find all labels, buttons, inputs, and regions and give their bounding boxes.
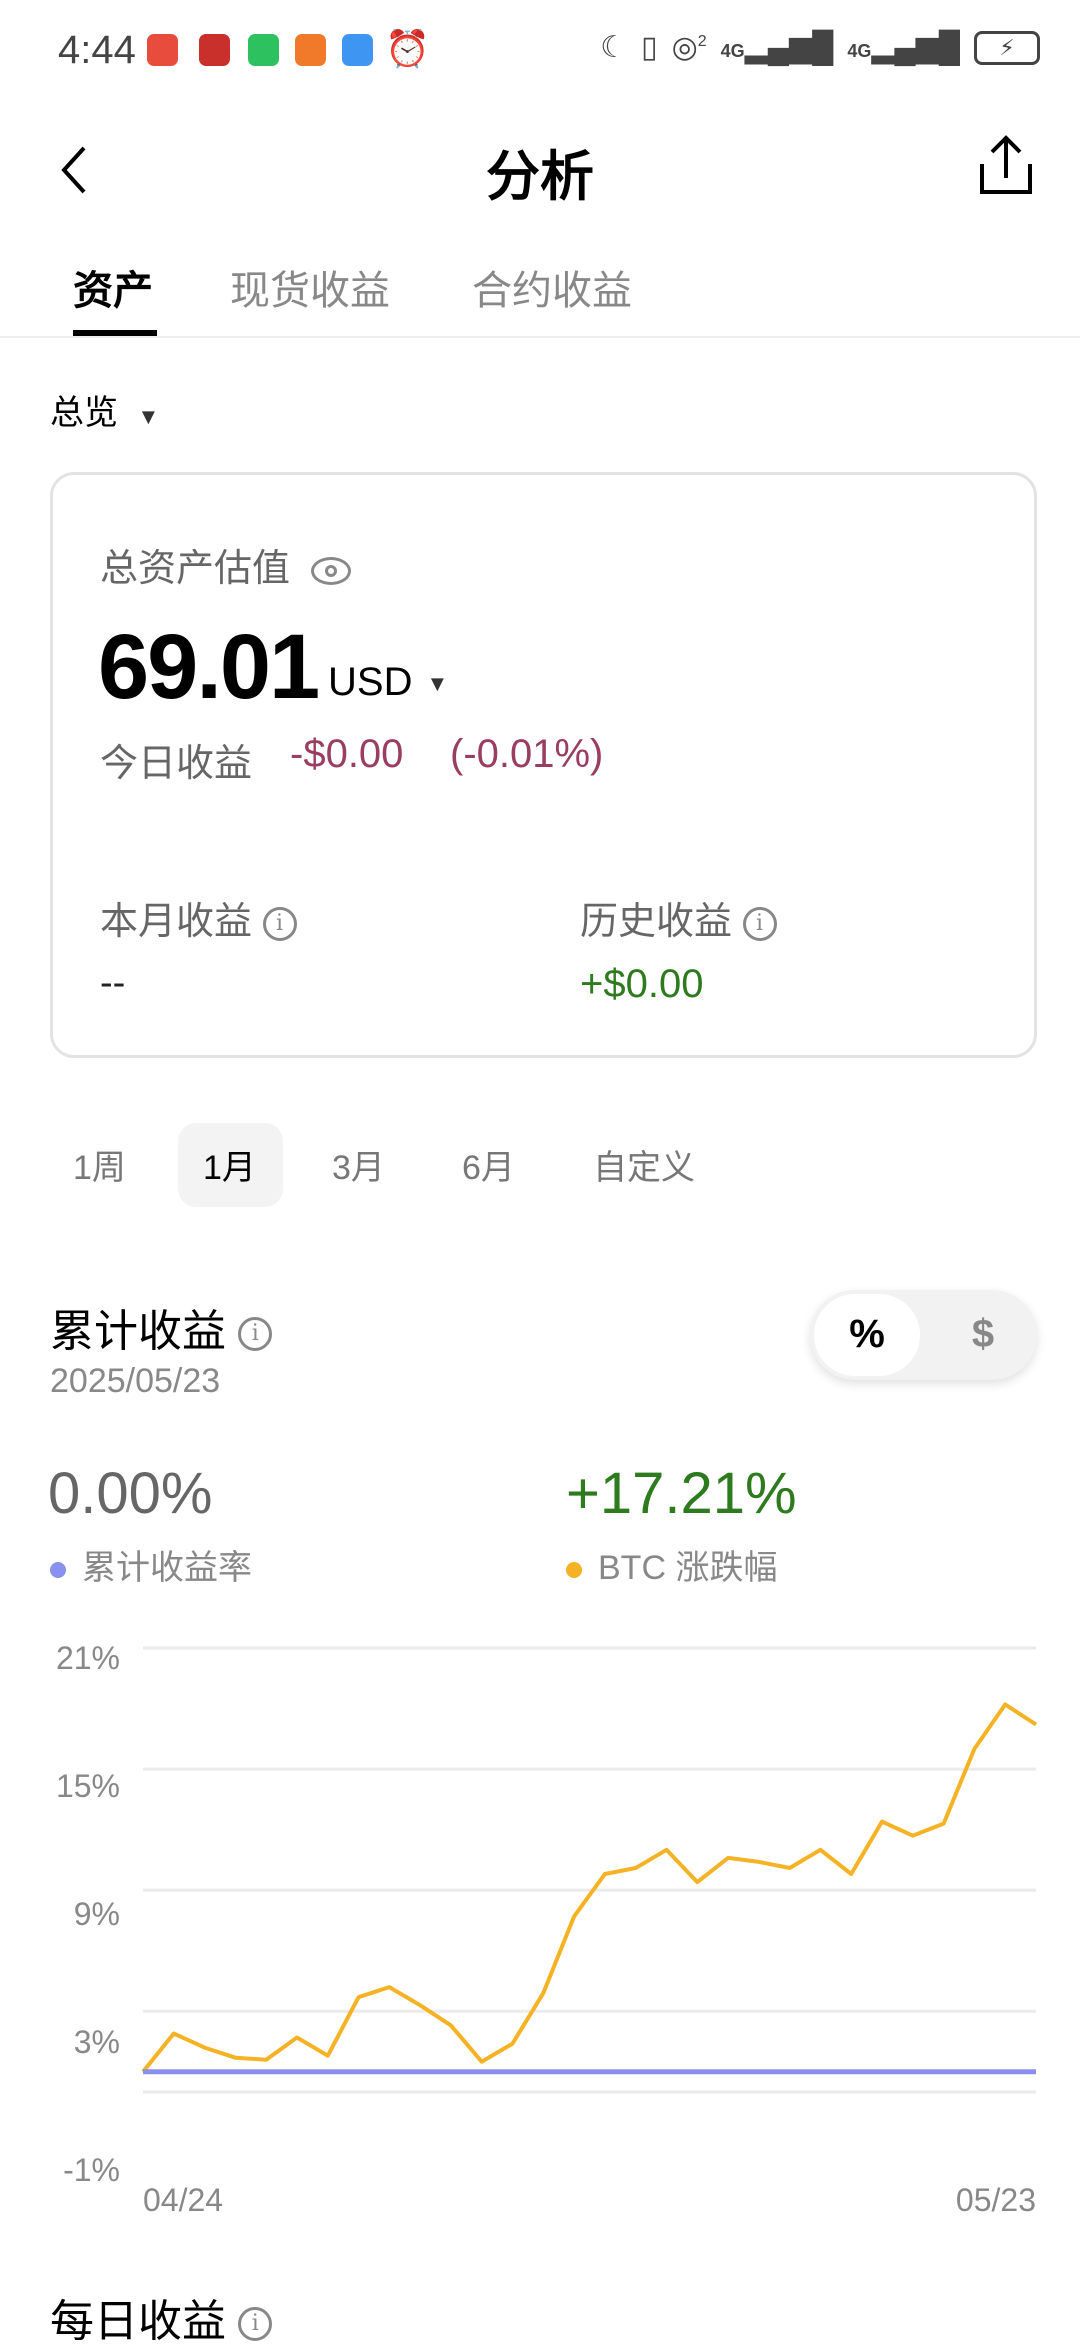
alarm-icon: ⏰ <box>385 28 430 69</box>
unit-toggle-thumb <box>814 1294 920 1376</box>
range-custom[interactable]: 自定义 <box>593 1149 695 1187</box>
range-6m[interactable]: 6月 <box>462 1149 515 1187</box>
today-pnl-label: 今日收益 <box>100 743 253 785</box>
legend-btc-label: BTC 涨跌幅 <box>598 1549 778 1587</box>
caret-down-icon: ▼ <box>426 671 449 697</box>
hotspot-icon: ◎2 <box>671 31 707 64</box>
total-asset-label-text: 总资产估值 <box>100 548 291 590</box>
info-icon[interactable]: i <box>262 906 297 941</box>
currency-label: USD <box>328 660 413 704</box>
caret-down-icon: ▼ <box>137 404 160 429</box>
signal-4g-icon: 4G▂▄▆█ <box>720 31 834 64</box>
weather-icon <box>342 34 373 66</box>
daily-title-text: 每日收益 <box>50 2297 226 2346</box>
month-pnl-label-text: 本月收益 <box>100 901 253 943</box>
vibrate-icon: ▯ <box>641 31 658 64</box>
currency-select[interactable]: USD ▼ <box>328 660 448 705</box>
cumulative-title: 累计收益 i <box>50 1295 273 1359</box>
total-asset-label: 总资产估值 <box>100 537 351 592</box>
net-label: 4G <box>847 41 872 61</box>
range-3m[interactable]: 3月 <box>332 1149 385 1187</box>
tab-futures-pnl[interactable]: 合约收益 <box>472 269 632 313</box>
y-tick-label: -1% <box>63 2152 120 2188</box>
rate-value: 0.00% <box>48 1461 213 1526</box>
moon-icon: ☾ <box>600 31 628 64</box>
chevron-left-icon <box>61 146 86 194</box>
battery-charging-icon: ⚡ <box>974 30 1040 65</box>
history-pnl-label-text: 历史收益 <box>580 901 733 943</box>
info-icon[interactable]: i <box>238 1317 273 1352</box>
month-pnl-label: 本月收益 i <box>100 890 297 945</box>
info-icon[interactable]: i <box>238 2307 273 2342</box>
overview-dropdown[interactable]: 总览 ▼ <box>50 385 159 434</box>
toggle-percent[interactable]: % <box>849 1312 885 1356</box>
status-time: 4:44 <box>58 28 136 72</box>
divider <box>0 336 1080 338</box>
history-pnl-value: +$0.00 <box>580 962 704 1006</box>
eye-icon[interactable] <box>310 556 351 585</box>
y-tick-label: 21% <box>55 1640 120 1676</box>
y-tick-label: 15% <box>55 1768 120 1804</box>
series-line-btc <box>141 1702 1038 2074</box>
page-title: 分析 <box>486 147 594 207</box>
daily-title: 每日收益 i <box>50 2285 273 2349</box>
btc-chart <box>141 1646 1038 2094</box>
today-pnl-value: -$0.00 <box>290 732 404 776</box>
cumulative-date: 2025/05/23 <box>50 1362 221 1400</box>
month-pnl-value: -- <box>100 962 126 1004</box>
tab-indicator <box>73 330 157 336</box>
legend-rate-label: 累计收益率 <box>82 1549 252 1587</box>
status-bar: 4:44 ⏰ ☾ ▯ ◎2 4G▂▄▆█ 4G▂▄▆█ ⚡ <box>0 0 1080 105</box>
y-tick-label: 3% <box>73 2024 120 2060</box>
wechat-icon <box>248 34 279 66</box>
signal-4g-icon: 4G▂▄▆█ <box>847 31 960 64</box>
back-button[interactable] <box>56 140 96 200</box>
range-1m[interactable]: 1月 <box>203 1149 256 1187</box>
share-icon <box>980 135 1032 194</box>
hotspot-sup: 2 <box>697 33 707 50</box>
today-pnl-pct: (-0.01%) <box>450 732 604 776</box>
share-button[interactable] <box>978 134 1034 198</box>
status-right: ☾ ▯ ◎2 4G▂▄▆█ 4G▂▄▆█ ⚡ <box>600 30 1040 65</box>
total-asset-value: 69.01 <box>98 616 320 718</box>
overview-label: 总览 <box>50 394 118 432</box>
toggle-usd[interactable]: $ <box>971 1312 995 1356</box>
tab-assets[interactable]: 资产 <box>73 269 153 313</box>
x-tick-label: 05/23 <box>955 2182 1036 2218</box>
legend-btc: BTC 涨跌幅 <box>566 1540 777 1589</box>
legend-dot-rate <box>50 1562 66 1579</box>
legend-rate: 累计收益率 <box>50 1540 252 1589</box>
info-icon[interactable]: i <box>742 906 777 941</box>
asset-card <box>50 472 1037 1058</box>
orange-app-icon <box>295 34 326 66</box>
range-selected-bg <box>178 1123 283 1207</box>
y-tick-label: 9% <box>73 1896 120 1932</box>
btc-value: +17.21% <box>566 1461 797 1526</box>
net-label: 4G <box>720 41 745 61</box>
cumulative-title-text: 累计收益 <box>50 1307 226 1356</box>
range-1w[interactable]: 1周 <box>73 1149 126 1187</box>
x-tick-label: 04/24 <box>143 2182 224 2218</box>
food-app-icon <box>199 34 230 66</box>
history-pnl-label: 历史收益 i <box>580 890 777 945</box>
tab-spot-pnl[interactable]: 现货收益 <box>230 269 390 313</box>
legend-dot-btc <box>566 1562 582 1579</box>
red-app-icon <box>147 34 178 66</box>
